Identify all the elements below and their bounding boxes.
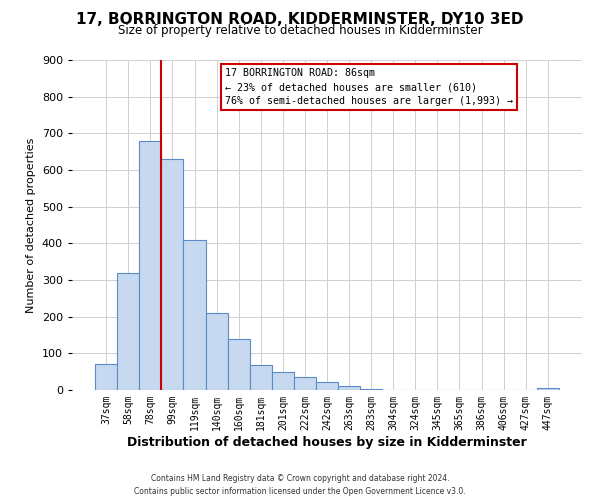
Bar bbox=[294, 377, 316, 390]
Text: 17 BORRINGTON ROAD: 86sqm
← 23% of detached houses are smaller (610)
76% of semi: 17 BORRINGTON ROAD: 86sqm ← 23% of detac… bbox=[225, 68, 513, 106]
Y-axis label: Number of detached properties: Number of detached properties bbox=[26, 138, 36, 312]
Bar bbox=[184, 240, 206, 390]
Bar bbox=[272, 372, 294, 390]
Bar bbox=[250, 365, 272, 390]
Bar bbox=[95, 364, 117, 390]
Bar bbox=[161, 159, 184, 390]
Bar bbox=[316, 382, 338, 390]
Text: Contains HM Land Registry data © Crown copyright and database right 2024.
Contai: Contains HM Land Registry data © Crown c… bbox=[134, 474, 466, 496]
Text: 17, BORRINGTON ROAD, KIDDERMINSTER, DY10 3ED: 17, BORRINGTON ROAD, KIDDERMINSTER, DY10… bbox=[76, 12, 524, 28]
Bar bbox=[360, 389, 382, 390]
X-axis label: Distribution of detached houses by size in Kidderminster: Distribution of detached houses by size … bbox=[127, 436, 527, 448]
Bar bbox=[206, 313, 227, 390]
Bar bbox=[117, 272, 139, 390]
Bar bbox=[139, 140, 161, 390]
Bar bbox=[537, 388, 559, 390]
Bar bbox=[227, 340, 250, 390]
Text: Size of property relative to detached houses in Kidderminster: Size of property relative to detached ho… bbox=[118, 24, 482, 37]
Bar bbox=[338, 386, 360, 390]
